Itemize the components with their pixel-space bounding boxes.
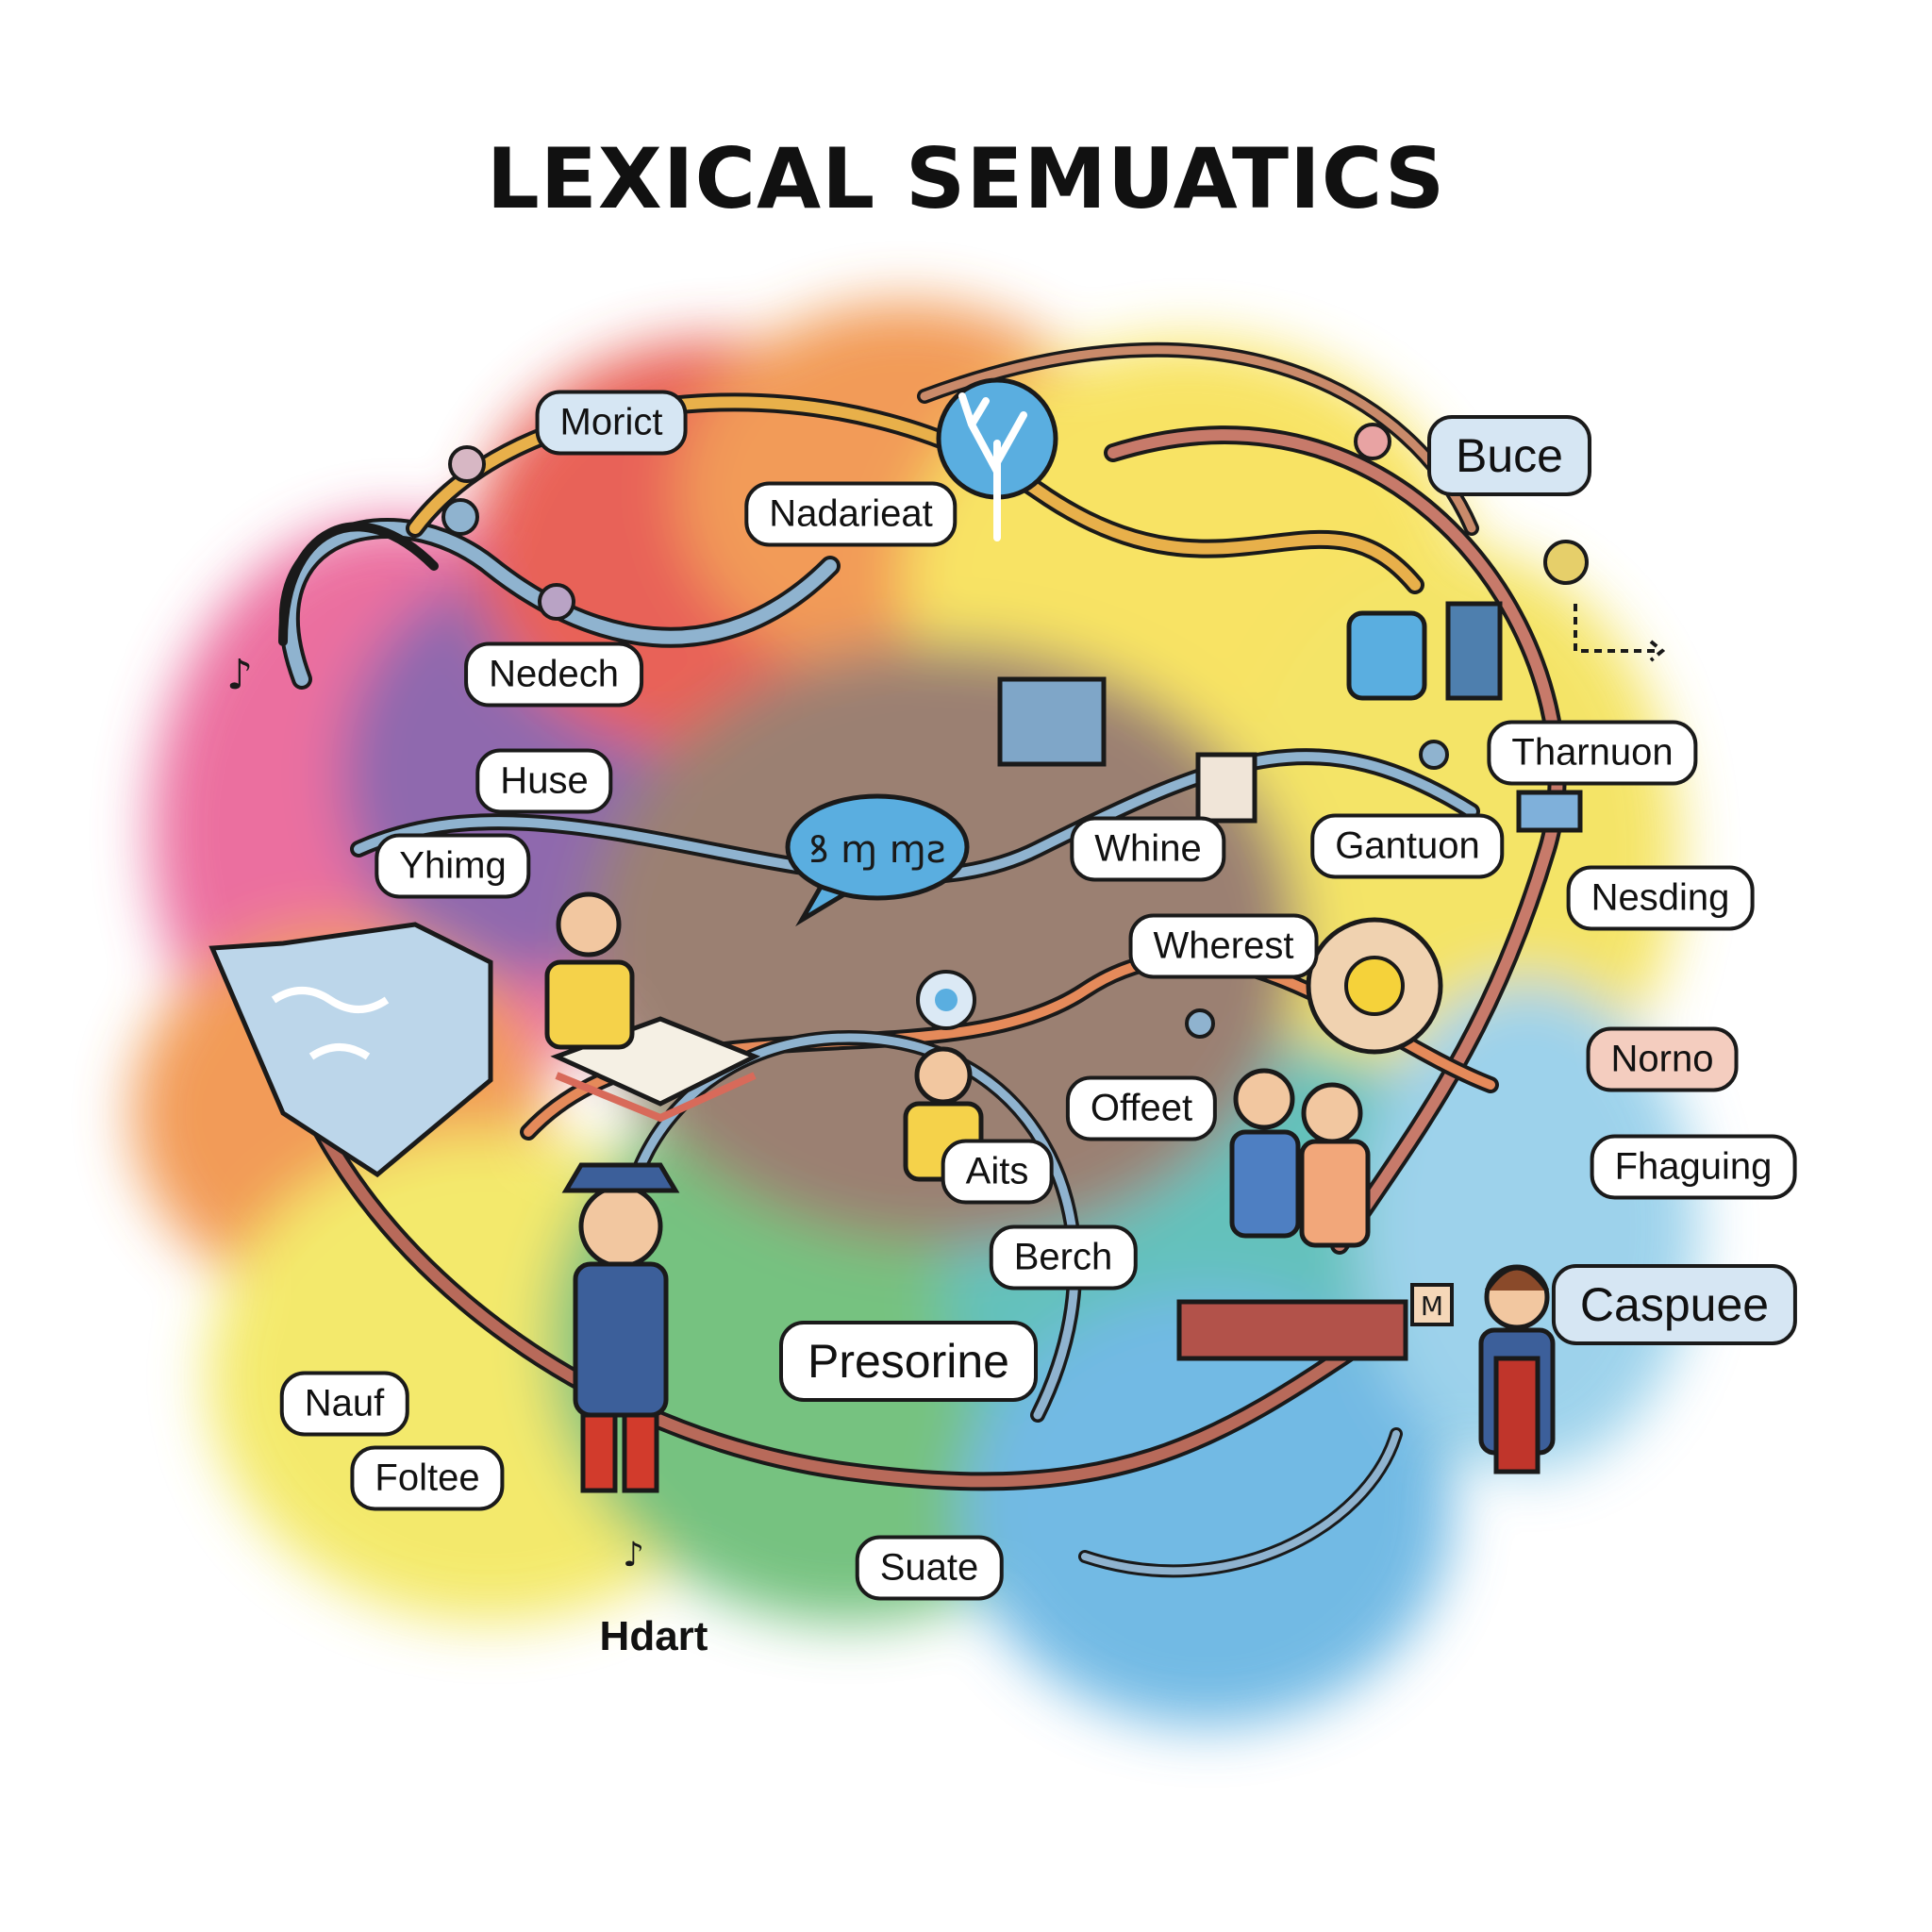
label-nauf: Nauf — [279, 1371, 409, 1437]
label-hdart: Hdart — [599, 1613, 708, 1659]
label-moricit: Morict — [535, 390, 688, 456]
page-title: LEXICAL SEMUATICS — [486, 130, 1446, 227]
sun-icon — [1306, 917, 1443, 1055]
speech-bubble — [785, 793, 970, 927]
globe-icon — [916, 970, 976, 1030]
node — [1185, 1008, 1215, 1039]
tag-icon — [1410, 1283, 1454, 1326]
arrow-icon — [1574, 604, 1666, 662]
label-tharnuon: Tharnuon — [1487, 720, 1698, 786]
label-presorine: Presorine — [779, 1321, 1038, 1402]
tree-icon — [936, 377, 1058, 541]
blue-wash — [962, 1292, 1453, 1726]
person-center — [903, 1046, 984, 1182]
node — [1354, 423, 1391, 460]
label-huse: Huse — [475, 748, 613, 814]
label-suate: Suate — [855, 1535, 1004, 1601]
node — [1419, 740, 1449, 770]
music-note-icon: ♪ — [623, 1536, 644, 1574]
label-norno: Norno — [1586, 1026, 1739, 1092]
label-yhimg: Yhimg — [375, 833, 531, 899]
person-couple — [1176, 1068, 1408, 1361]
label-nedech: Nedech — [464, 641, 643, 708]
label-aits: Aits — [941, 1139, 1054, 1205]
door-icon — [1445, 601, 1503, 701]
robot-icon — [1346, 610, 1427, 701]
pipe — [278, 522, 439, 646]
person-detective — [561, 1162, 680, 1493]
label-offeet: Offeet — [1065, 1075, 1218, 1141]
label-nadarieat: Nadarieat — [744, 481, 958, 547]
person-woman-right — [1478, 1264, 1556, 1474]
label-nesting: Nesding — [1566, 865, 1755, 931]
label-caspuee: Caspuee — [1551, 1264, 1798, 1345]
pipe — [258, 957, 1402, 1488]
frames-icon — [1516, 790, 1583, 833]
node — [1543, 540, 1589, 585]
label-wherest: Wherest — [1128, 913, 1319, 979]
label-berch: Berch — [989, 1224, 1138, 1291]
person-reader — [544, 891, 635, 1050]
node — [448, 445, 486, 483]
pipe — [283, 522, 837, 686]
label-fhaguing: Fhaguing — [1590, 1134, 1797, 1200]
label-buce: Buce — [1427, 415, 1591, 496]
node — [441, 498, 479, 536]
label-whine: Whine — [1070, 816, 1226, 882]
speech-glyphs: ꝸ ɱ ɱƨ — [808, 828, 945, 872]
pipe — [1081, 1430, 1400, 1575]
pipe — [354, 752, 1476, 881]
map-icon — [208, 922, 493, 1178]
photo-icon — [1195, 752, 1257, 824]
device-icons — [997, 601, 1583, 833]
node — [538, 583, 575, 621]
monitor-icon — [997, 676, 1107, 767]
tag-letter: M — [1421, 1291, 1443, 1322]
label-foltee: Foltee — [350, 1445, 505, 1511]
label-gantuon: Gantuon — [1310, 813, 1505, 879]
music-note-icon: ♪ — [226, 651, 253, 699]
